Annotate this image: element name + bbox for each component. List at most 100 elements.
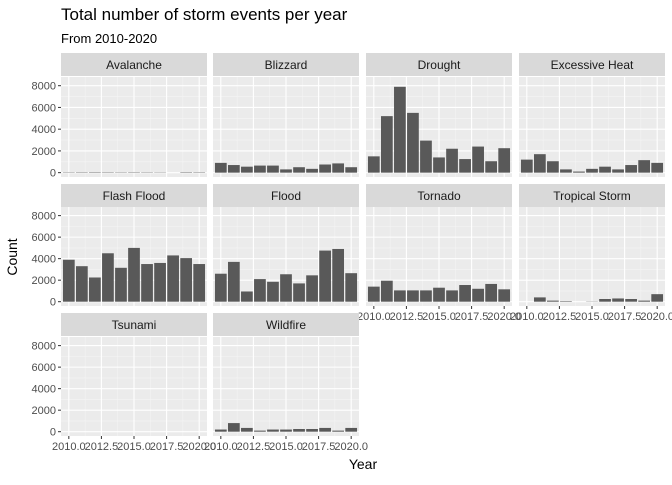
bar — [241, 291, 253, 301]
y-tick-label: 8000 — [32, 211, 56, 223]
facet-strip-label: Flood — [271, 189, 301, 203]
bar — [319, 428, 331, 432]
facet-panel: Excessive Heat — [519, 53, 665, 177]
bar — [76, 266, 88, 302]
bar — [215, 274, 227, 302]
x-tick-label: 2015.0 — [117, 441, 151, 453]
bar — [612, 169, 624, 172]
x-tick-label: 2015.0 — [575, 311, 609, 323]
bar — [612, 298, 624, 301]
bar — [534, 154, 546, 172]
bar — [293, 429, 305, 432]
facet-panel: Drought — [366, 53, 512, 177]
bar — [293, 167, 305, 172]
x-tick-label: 2012.5 — [390, 311, 424, 323]
bar — [141, 264, 153, 302]
facet-panel: Tropical Storm2010.02012.52015.02017.520… — [510, 184, 672, 323]
bar — [446, 149, 458, 173]
y-tick-label: 8000 — [32, 341, 56, 353]
bar — [154, 263, 166, 302]
bar — [407, 290, 419, 301]
bar — [638, 160, 650, 173]
bar — [599, 167, 611, 173]
bar — [293, 283, 305, 301]
bar — [381, 116, 393, 173]
x-tick-label: 2020.0 — [640, 311, 672, 323]
y-tick-label: 4000 — [32, 124, 56, 136]
facet-strip-label: Drought — [418, 58, 461, 72]
bar — [167, 255, 179, 301]
bar — [446, 290, 458, 301]
facet-strip-label: Blizzard — [265, 58, 308, 72]
bar — [345, 273, 357, 302]
bar — [193, 264, 205, 302]
x-tick-label: 2010.0 — [510, 311, 544, 323]
y-tick-label: 2000 — [32, 405, 56, 417]
bar — [368, 156, 380, 172]
y-tick-label: 8000 — [32, 81, 56, 93]
bar — [345, 428, 357, 432]
facet-panel: Tsunami020004000600080002010.02012.52015… — [32, 313, 216, 453]
bar — [560, 301, 572, 302]
bar — [586, 169, 598, 173]
bar — [319, 165, 331, 173]
bar — [368, 287, 380, 302]
bar — [254, 279, 266, 302]
bar — [521, 160, 533, 173]
bar — [638, 301, 650, 302]
bar — [332, 431, 344, 432]
bar — [280, 169, 292, 172]
bar — [485, 284, 497, 302]
bar — [267, 430, 279, 432]
facet-panel: Blizzard — [213, 53, 359, 177]
y-tick-label: 6000 — [32, 362, 56, 374]
bar — [319, 251, 331, 302]
x-tick-label: 2020.0 — [334, 441, 368, 453]
bar — [306, 275, 318, 301]
bar — [267, 166, 279, 173]
x-tick-label: 2017.5 — [302, 441, 336, 453]
y-tick-label: 0 — [50, 168, 56, 180]
y-tick-label: 0 — [50, 297, 56, 309]
bar — [651, 294, 663, 302]
bar — [115, 268, 127, 302]
facet-strip-label: Tornado — [417, 189, 461, 203]
bar — [625, 299, 637, 302]
y-tick-label: 0 — [50, 427, 56, 439]
y-tick-label: 6000 — [32, 102, 56, 114]
bar — [332, 163, 344, 172]
bar — [498, 148, 510, 172]
y-tick-label: 2000 — [32, 146, 56, 158]
x-axis-title: Year — [349, 456, 378, 472]
bar — [63, 260, 75, 302]
bar — [599, 299, 611, 302]
bar — [433, 288, 445, 302]
bar — [407, 113, 419, 173]
facet-strip-label: Tropical Storm — [553, 189, 631, 203]
facet-strip-label: Excessive Heat — [551, 58, 634, 72]
x-tick-label: 2012.5 — [237, 441, 271, 453]
bar — [254, 431, 266, 432]
bar — [560, 169, 572, 172]
facet-strip-label: Tsunami — [112, 318, 157, 332]
bar — [215, 430, 227, 432]
bar — [102, 253, 114, 301]
bar — [573, 172, 585, 173]
bar — [280, 430, 292, 432]
y-tick-label: 6000 — [32, 232, 56, 244]
y-tick-label: 4000 — [32, 254, 56, 266]
bar — [420, 290, 432, 301]
bar — [180, 258, 192, 302]
bar — [215, 163, 227, 173]
bar — [381, 281, 393, 302]
bar — [228, 423, 240, 432]
bar — [472, 147, 484, 173]
bar — [345, 167, 357, 172]
bar — [241, 428, 253, 432]
